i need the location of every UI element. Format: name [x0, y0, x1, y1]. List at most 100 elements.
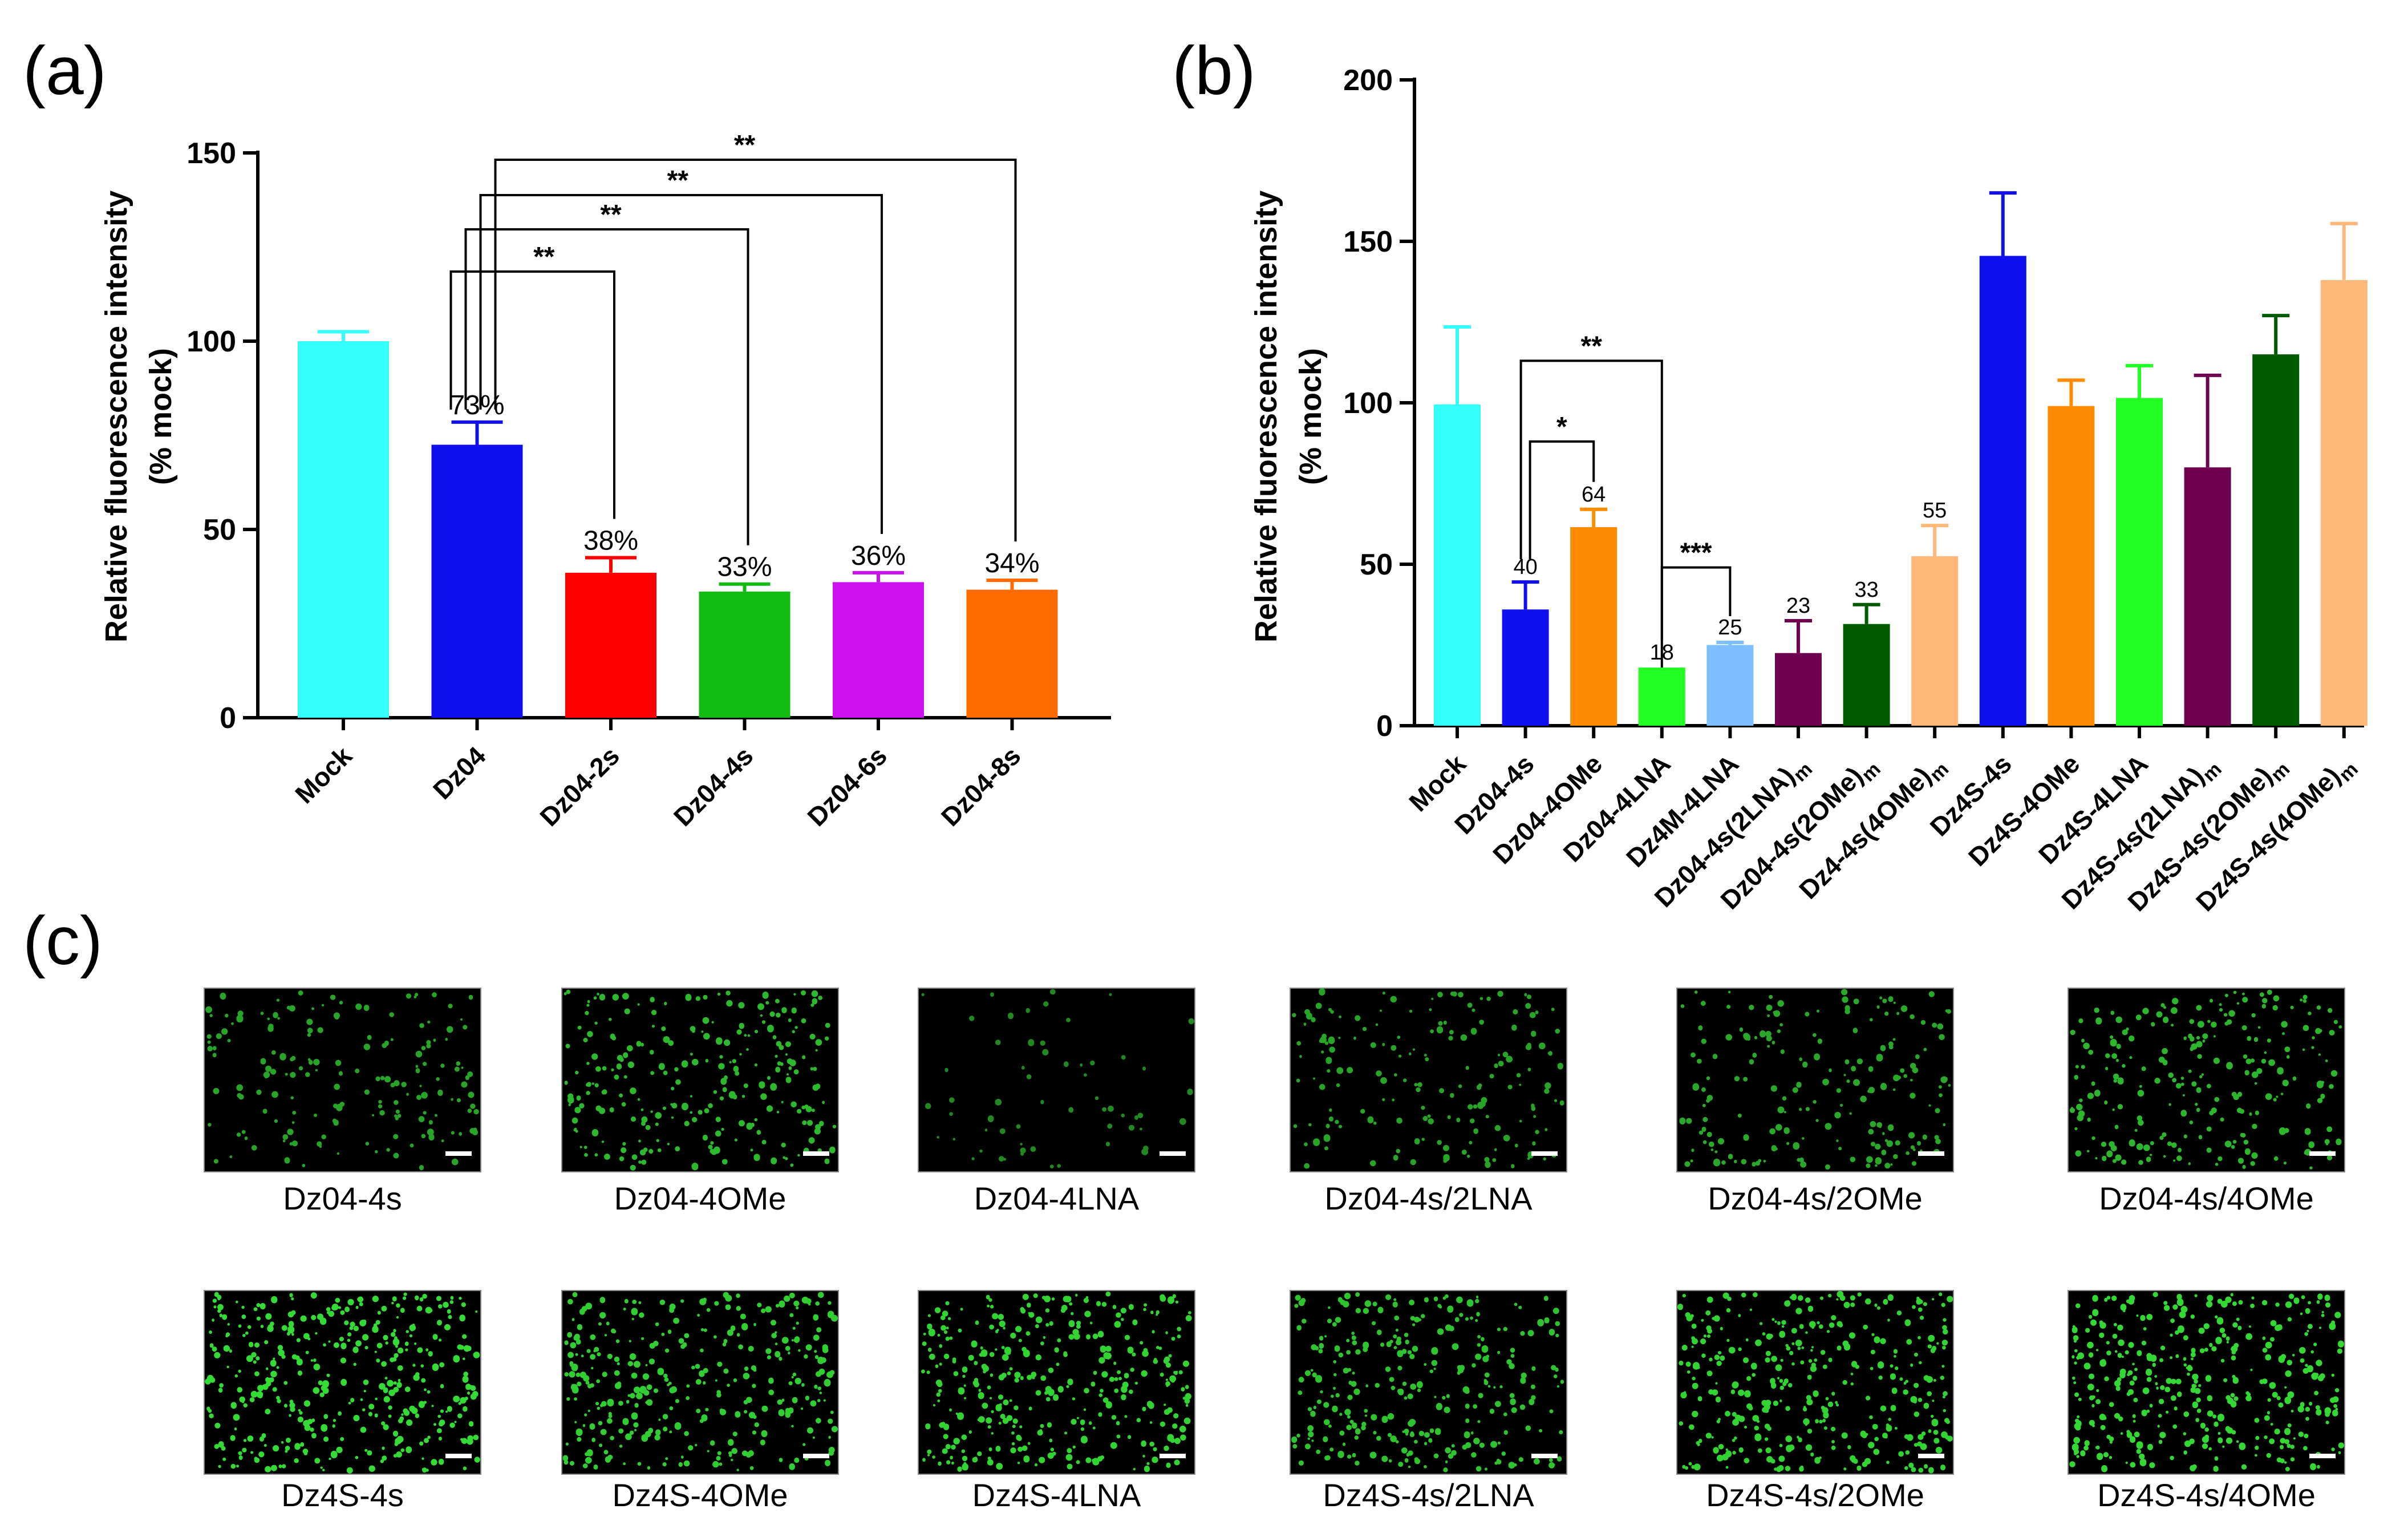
panel-b-y-tick-label: 150: [1343, 225, 1393, 258]
panel-b-category-subscript: m: [2198, 758, 2225, 786]
scale-bar: [1918, 1151, 1944, 1156]
panel-a-significance-bracket: [464, 228, 749, 545]
panel-a-bar: [565, 572, 656, 718]
panel-b-bar: [1706, 645, 1754, 726]
scale-bar: [445, 1454, 472, 1458]
panel-a-title: (a): [23, 33, 107, 109]
panel-b-y-tick-label: 0: [1376, 710, 1393, 743]
panel-a-category-label: Dz04-8s: [935, 741, 1027, 832]
panel-a-significance-label: **: [600, 200, 622, 230]
panel-a-y-tick-label: 50: [203, 513, 236, 547]
panel-b-bar: [2320, 280, 2368, 726]
panel-b-category-subscript: m: [1925, 758, 1953, 786]
panel-a-category-label: Dz04: [427, 741, 492, 805]
micrograph-cells: [1679, 989, 1951, 1170]
micrograph-tile: Dz4S-4s/4OMe: [2068, 1290, 2345, 1513]
panel-a-bar: [298, 341, 389, 718]
panel-a-significance-bracket: [479, 194, 883, 534]
micrograph-cells: [562, 1292, 838, 1471]
panel-a-category-label: Mock: [289, 741, 358, 809]
micrograph-background: [204, 988, 481, 1172]
micrograph-cells: [205, 1292, 480, 1474]
panel-a-significance-label: **: [667, 165, 689, 196]
panel-b-data-label: 55: [1923, 499, 1947, 523]
panel-b-category-subscript: m: [2335, 758, 2362, 786]
panel-b-category-subscript: m: [2267, 758, 2294, 786]
micrograph-background: [2068, 1290, 2345, 1475]
micrograph-tile: Dz04-4s: [204, 988, 481, 1216]
panel-b-ylabel-unit: (% mock): [1294, 348, 1328, 485]
panel-c-title: (c): [23, 903, 103, 979]
micrograph-label: Dz4S-4s/2OMe: [1706, 1477, 1924, 1513]
micrograph-label: Dz04-4OMe: [614, 1180, 787, 1216]
panel-a-significance-bracket: [449, 270, 615, 519]
micrograph-background: [918, 988, 1195, 1172]
panel-b-y-tick-label: 50: [1360, 548, 1393, 581]
panel-a-category-label: Dz04-6s: [801, 741, 893, 832]
panel-b-data-label: 23: [1786, 594, 1810, 618]
panel-b-category-subscript: m: [1789, 758, 1817, 786]
panel-b-significance-bracket: [1660, 566, 1732, 668]
micrograph-label: Dz4S-4s/2LNA: [1323, 1477, 1534, 1513]
micrograph-tile: Dz04-4s/2LNA: [1290, 988, 1567, 1216]
panel-a-ylabel-unit: (% mock): [144, 348, 178, 485]
panel-a-significance-label: **: [533, 242, 555, 272]
panel-b-data-label: 33: [1854, 578, 1878, 602]
panel-a-bar: [431, 444, 523, 718]
panel-a-bar: [833, 582, 924, 718]
scale-bar: [1531, 1454, 1558, 1458]
panel-b-chart: (b) Relative fluorescence intensity (% m…: [1172, 33, 2368, 921]
micrograph-background: [561, 988, 839, 1172]
micrograph-cells: [1291, 1292, 1564, 1473]
panel-b-significance-label: **: [1581, 331, 1603, 361]
micrograph-label: Dz04-4s/2OMe: [1708, 1180, 1923, 1216]
scale-bar: [1531, 1151, 1558, 1156]
micrograph-tile: Dz04-4OMe: [561, 988, 839, 1216]
micrograph-label: Dz4S-4LNA: [972, 1477, 1141, 1513]
scale-bar: [1160, 1151, 1186, 1156]
panel-a-bar: [966, 589, 1058, 718]
micrograph-tile: Dz4S-4s/2LNA: [1290, 1290, 1567, 1513]
micrograph-tile: Dz04-4s/4OMe: [2068, 988, 2345, 1216]
panel-b-significance-bracket: [1529, 440, 1595, 560]
panel-b-bar: [1775, 653, 1822, 726]
micrograph-tile: Dz04-4s/2OMe: [1676, 988, 1954, 1216]
panel-b-bar: [1843, 624, 1890, 726]
micrograph-cells: [1292, 988, 1564, 1169]
panel-a-y-tick-label: 150: [187, 137, 236, 170]
panel-a-category-label: Dz04-2s: [534, 741, 625, 832]
scale-bar: [445, 1151, 472, 1156]
micrograph-tile: Dz4S-4s/2OMe: [1676, 1290, 1954, 1513]
micrograph-background: [918, 1290, 1195, 1475]
panel-b-bar: [1979, 256, 2026, 726]
panel-b-bar: [1434, 404, 1481, 726]
panel-b-y-tick-label: 100: [1343, 387, 1393, 420]
micrograph-label: Dz4S-4OMe: [612, 1477, 788, 1513]
panel-a-data-label: 38%: [583, 526, 638, 556]
micrograph-label: Dz04-4LNA: [974, 1180, 1140, 1216]
micrograph-label: Dz4S-4s: [281, 1477, 404, 1513]
micrograph-tile: Dz4S-4OMe: [561, 1290, 839, 1513]
panel-a-ylabel: Relative fluorescence intensity: [99, 191, 133, 642]
micrograph-label: Dz04-4s/2LNA: [1324, 1180, 1533, 1216]
scale-bar: [1160, 1454, 1186, 1458]
panel-b-data-label: 40: [1513, 555, 1537, 579]
micrograph-background: [1290, 988, 1567, 1172]
panel-a-significance-label: **: [734, 130, 756, 160]
panel-b-significance-label: ***: [1680, 538, 1712, 568]
panel-a-y-tick-label: 100: [187, 325, 236, 358]
panel-b-data-label: 25: [1718, 616, 1742, 640]
micrograph-label: Dz4S-4s/4OMe: [2097, 1477, 2316, 1513]
panel-b-data-label: 64: [1582, 483, 1606, 507]
micrograph-cells: [921, 1291, 1192, 1473]
scale-bar: [803, 1151, 829, 1156]
panel-b-bar: [2184, 467, 2231, 726]
panel-b-bar: [2252, 354, 2300, 726]
micrograph-cells: [2069, 989, 2342, 1170]
panel-b-bar: [1638, 668, 1685, 726]
panel-b-category-subscript: m: [1857, 758, 1884, 786]
panel-b-title: (b): [1172, 33, 1256, 109]
micrograph-tile: Dz4S-4LNA: [918, 1290, 1195, 1513]
panel-b-bar: [2116, 398, 2163, 726]
scale-bar: [2309, 1151, 2336, 1156]
